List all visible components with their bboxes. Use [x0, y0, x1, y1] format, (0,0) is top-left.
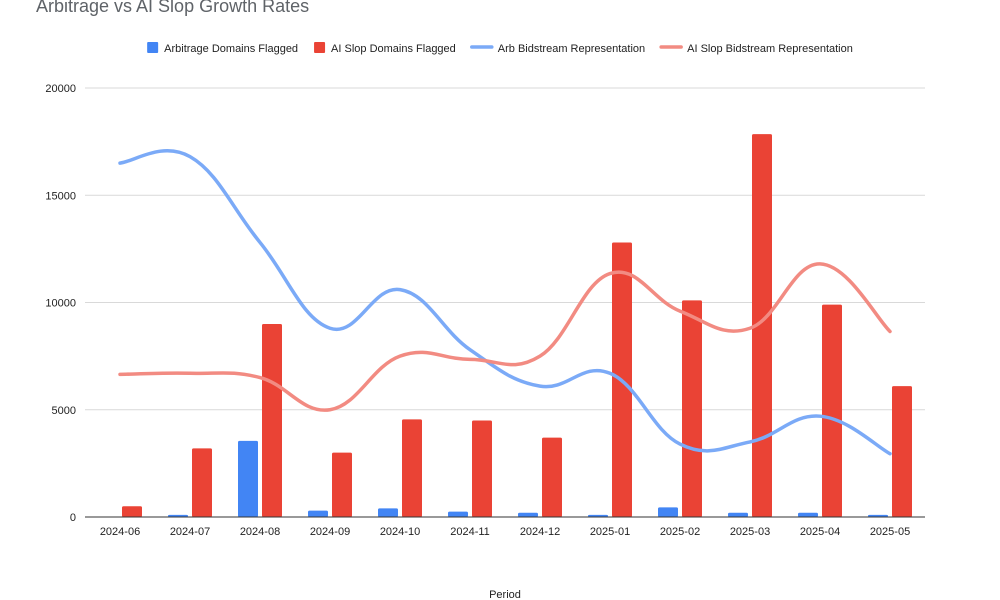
- y-axis-ticks: 0 5000 10000 15000 20000: [45, 83, 76, 524]
- bar-ai-slop-domains-flagged-2024-11: [472, 420, 492, 517]
- x-tick-label-2025-02: 2025-02: [660, 526, 700, 538]
- legend-item-3: AI Slop Bidstream Representation: [659, 43, 853, 55]
- bar-arbitrage-domains-flagged-2024-09: [308, 510, 328, 517]
- line-arb-bidstream-representation: [118, 149, 892, 456]
- x-tick-label-2024-11: 2024-11: [450, 526, 490, 538]
- bar-arbitrage-domains-flagged-2024-07: [168, 514, 188, 517]
- bar-arbitrage-domains-flagged-2025-01: [588, 514, 608, 517]
- bar-ai-slop-domains-flagged-2024-09: [332, 452, 352, 517]
- bar-arbitrage-domains-flagged-2024-11: [448, 511, 468, 517]
- bar-arbitrage-domains-flagged-2025-05: [868, 514, 888, 517]
- bar-ai-slop-domains-flagged-2024-10: [402, 419, 422, 517]
- x-tick-label-2024-09: 2024-09: [310, 526, 350, 538]
- bar-arbitrage-domains-flagged-2025-03: [728, 512, 748, 517]
- bar-ai-slop-domains-flagged-2025-04: [822, 304, 842, 517]
- bar-ai-slop-domains-flagged-2024-07: [192, 448, 212, 517]
- bar-arbitrage-domains-flagged-2025-02: [658, 507, 678, 517]
- bar-arbitrage-domains-flagged-2024-08: [238, 440, 258, 517]
- x-tick-label-2025-01: 2025-01: [590, 526, 630, 538]
- x-tick-label-2024-12: 2024-12: [520, 526, 560, 538]
- x-tick-label-2024-06: 2024-06: [100, 526, 140, 538]
- x-tick-label-2025-03: 2025-03: [730, 526, 770, 538]
- bar-ai-slop-domains-flagged-2025-03: [752, 134, 772, 517]
- legend-swatch-0: [147, 42, 159, 53]
- line-ai-slop-bidstream-representation: [118, 262, 892, 412]
- x-tick-label-2024-08: 2024-08: [240, 526, 280, 538]
- lines: [118, 149, 892, 456]
- legend-label-2: Arb Bidstream Representation: [498, 43, 645, 55]
- bars: [98, 134, 912, 517]
- y-tick-label-0: 0: [70, 512, 76, 524]
- legend: Arbitrage Domains Flagged AI Slop Domains…: [147, 42, 853, 55]
- legend-item-2: Arb Bidstream Representation: [470, 43, 645, 55]
- x-axis-title: Period: [489, 589, 521, 600]
- x-tick-label-2024-07: 2024-07: [170, 526, 210, 538]
- bar-ai-slop-domains-flagged-2025-05: [892, 386, 912, 517]
- legend-label-0: Arbitrage Domains Flagged: [164, 43, 298, 55]
- x-tick-label-2025-05: 2025-05: [870, 526, 910, 538]
- legend-item-1: AI Slop Domains Flagged: [314, 42, 456, 55]
- x-tick-label-2025-04: 2025-04: [800, 526, 840, 538]
- bar-arbitrage-domains-flagged-2024-12: [518, 512, 538, 517]
- x-axis-ticks: 2024-06 2024-07 2024-08 2024-09 2024-10 2024-…: [100, 526, 910, 538]
- legend-label-1: AI Slop Domains Flagged: [331, 43, 456, 55]
- bar-ai-slop-domains-flagged-2025-02: [682, 300, 702, 517]
- chart-title: Arbitrage vs AI Slop Growth Rates: [36, 0, 310, 16]
- legend-label-3: AI Slop Bidstream Representation: [687, 43, 853, 55]
- y-tick-label-10000: 10000: [45, 298, 76, 310]
- bar-arbitrage-domains-flagged-2025-04: [798, 512, 818, 517]
- legend-item-0: Arbitrage Domains Flagged: [147, 42, 298, 55]
- y-tick-label-15000: 15000: [45, 190, 76, 202]
- y-tick-label-5000: 5000: [52, 405, 76, 417]
- bar-ai-slop-domains-flagged-2024-06: [122, 506, 142, 517]
- bar-ai-slop-domains-flagged-2024-08: [262, 323, 282, 517]
- x-tick-label-2024-10: 2024-10: [380, 526, 420, 538]
- bar-ai-slop-domains-flagged-2024-12: [542, 437, 562, 517]
- gridlines: [85, 87, 925, 411]
- bar-arbitrage-domains-flagged-2024-10: [378, 508, 398, 517]
- y-tick-label-20000: 20000: [45, 83, 76, 95]
- legend-swatch-1: [314, 42, 326, 53]
